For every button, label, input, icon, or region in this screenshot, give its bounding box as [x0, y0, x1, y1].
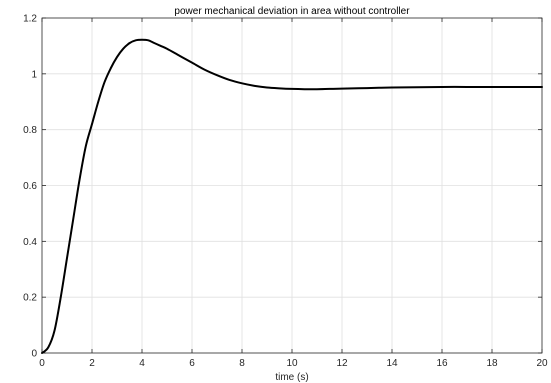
x-axis-title: time (s): [275, 372, 308, 383]
y-axis: 0 0.2 0.4 0.6 0.8 1 1.2: [23, 14, 542, 360]
x-tick-label: 12: [336, 358, 348, 369]
x-tick-label: 4: [139, 358, 145, 369]
chart-title: power mechanical deviation in area witho…: [174, 6, 410, 17]
x-tick-label: 6: [189, 358, 195, 369]
grid-lines: [42, 18, 542, 353]
x-tick-label: 8: [239, 358, 245, 369]
y-tick-label: 1.2: [23, 14, 37, 25]
y-tick-label: 0.2: [23, 293, 37, 304]
x-axis: 0 2 4 6 8 10 12 14 16 18 20: [39, 18, 548, 369]
x-tick-label: 20: [536, 358, 548, 369]
y-tick-label: 0.4: [23, 237, 37, 248]
x-tick-label: 18: [486, 358, 498, 369]
y-tick-label: 1: [31, 69, 37, 80]
series-line: [41, 38, 543, 354]
y-tick-label: 0.8: [23, 125, 37, 136]
x-tick-label: 2: [89, 358, 95, 369]
y-tick-label: 0: [31, 349, 37, 360]
x-tick-label: 16: [436, 358, 448, 369]
x-tick-label: 0: [39, 358, 45, 369]
x-tick-label: 14: [386, 358, 398, 369]
series-layer: [41, 38, 543, 354]
y-tick-label: 0.6: [23, 181, 37, 192]
x-tick-label: 10: [286, 358, 298, 369]
